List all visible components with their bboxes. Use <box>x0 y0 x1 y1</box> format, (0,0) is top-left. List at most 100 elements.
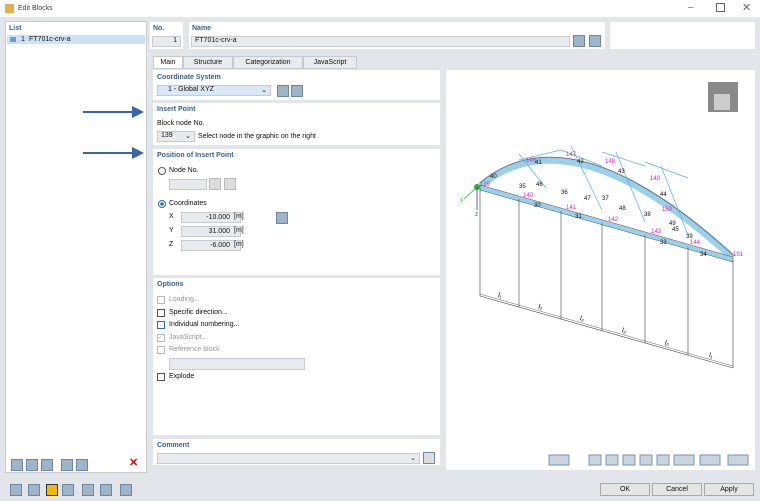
checkbox-label: Reference block <box>169 346 220 353</box>
reference-field[interactable] <box>169 358 305 370</box>
insert-point-section: Insert Point Block node No. 139 ⌄ Select … <box>153 103 440 145</box>
maximize[interactable] <box>716 3 725 12</box>
edit-button[interactable] <box>573 35 585 47</box>
brace <box>560 149 603 167</box>
tool[interactable] <box>11 459 23 471</box>
close[interactable]: ✕ <box>742 2 752 14</box>
name-field[interactable]: FT701c-crv-a <box>191 36 570 47</box>
no-field[interactable]: 1 <box>152 36 181 47</box>
list-header: List <box>9 25 22 32</box>
tool[interactable] <box>100 484 112 496</box>
tab[interactable]: Structure <box>183 56 233 69</box>
dimension-line <box>479 295 734 369</box>
button[interactable]: Apply <box>704 483 754 496</box>
node-label: 48 <box>619 206 626 212</box>
node-label: 140 <box>523 193 534 199</box>
coordinate-system-select[interactable]: 1 - Global XYZ ⌄ <box>157 85 271 96</box>
dimension-label: l₁ <box>497 292 503 300</box>
node-label: 30 <box>534 203 541 209</box>
tool[interactable] <box>291 85 303 97</box>
coord-field[interactable]: -10.000 <box>181 212 241 223</box>
tool[interactable] <box>277 85 289 97</box>
node-select[interactable]: 139 ⌄ <box>157 131 195 142</box>
coord-field[interactable]: 31.000 <box>181 226 241 237</box>
node-label: 47 <box>584 196 591 202</box>
list-item[interactable]: 1 FT701c-crv-a <box>7 35 145 44</box>
node-label: 31 <box>575 214 582 220</box>
node-label: 46 <box>536 182 543 188</box>
delete[interactable]: ✕ <box>129 457 139 469</box>
comment-field[interactable]: ⌄ <box>157 453 420 464</box>
comment-section: Comment ⌄ <box>153 439 440 465</box>
item-number: 1 <box>21 36 25 43</box>
tool[interactable] <box>41 459 53 471</box>
node-label: 146 <box>526 158 537 164</box>
tab[interactable]: Main <box>153 56 183 69</box>
unit: [m] <box>234 227 244 234</box>
node-label: 41 <box>535 160 542 166</box>
tab[interactable]: Categorization <box>233 56 303 69</box>
no-label: No. <box>153 25 165 32</box>
tool[interactable] <box>209 178 221 190</box>
node-label: 40 <box>490 174 497 180</box>
radio[interactable] <box>158 200 166 208</box>
coord-field[interactable]: -6.000 <box>181 240 241 251</box>
tool[interactable] <box>28 484 40 496</box>
tool[interactable] <box>120 484 132 496</box>
node-label: 34 <box>700 252 707 258</box>
node-label: 43 <box>618 169 625 175</box>
node-label: 35 <box>519 184 526 190</box>
tool[interactable] <box>224 178 236 190</box>
arch-edge <box>479 156 734 256</box>
select-value: 1 - Global XYZ <box>168 86 214 93</box>
dimension-label: l₂ <box>537 304 543 312</box>
radio[interactable] <box>158 167 166 175</box>
dimension-line <box>479 293 734 367</box>
dimension-label: l₂ <box>664 340 670 348</box>
brace <box>570 145 603 211</box>
tool[interactable] <box>423 452 435 464</box>
brace <box>644 161 689 179</box>
axis <box>463 186 478 200</box>
axis-label: Z <box>475 212 478 218</box>
node-label: 142 <box>608 217 619 223</box>
name-label: Name <box>192 25 212 32</box>
button[interactable]: Cancel <box>652 483 702 496</box>
checkbox[interactable]: ✓ <box>157 333 165 342</box>
checkbox[interactable] <box>157 373 165 381</box>
tool[interactable] <box>10 484 22 496</box>
list-panel: List 1 FT701c-crv-a ✕ <box>5 21 147 473</box>
tool[interactable] <box>61 459 73 471</box>
tool[interactable] <box>82 484 94 496</box>
arch <box>477 156 736 261</box>
tool[interactable] <box>76 459 88 471</box>
section-title: Insert Point <box>157 106 196 113</box>
minimize[interactable]: – <box>688 2 694 13</box>
node-label: 44 <box>660 192 667 198</box>
item-name: FT701c-crv-a <box>29 36 71 43</box>
node-label: 139 <box>480 182 491 188</box>
checkbox[interactable] <box>157 296 165 304</box>
node-label: 141 <box>566 205 577 211</box>
node-field[interactable] <box>169 179 207 190</box>
brace <box>518 153 547 189</box>
tab[interactable]: JavaScript <box>303 56 357 69</box>
unit: [m] <box>234 213 244 220</box>
checkbox[interactable] <box>157 308 165 317</box>
tool[interactable] <box>62 484 74 496</box>
tool[interactable] <box>26 459 38 471</box>
tool[interactable] <box>46 484 58 496</box>
axis-label: Z <box>169 241 174 248</box>
checkbox[interactable] <box>157 346 165 354</box>
button[interactable]: OK <box>600 483 650 496</box>
brace <box>601 151 646 167</box>
brace <box>518 149 562 161</box>
checkbox-label: Explode <box>169 373 195 380</box>
library-button[interactable] <box>589 35 601 47</box>
name-value: FT701c-crv-a <box>195 37 237 44</box>
nav-cube[interactable] <box>708 82 738 112</box>
checkbox[interactable] <box>157 321 165 329</box>
window-title: Edit Blocks <box>18 5 53 12</box>
node-label: 147 <box>566 152 577 158</box>
pick-button[interactable] <box>276 212 288 224</box>
